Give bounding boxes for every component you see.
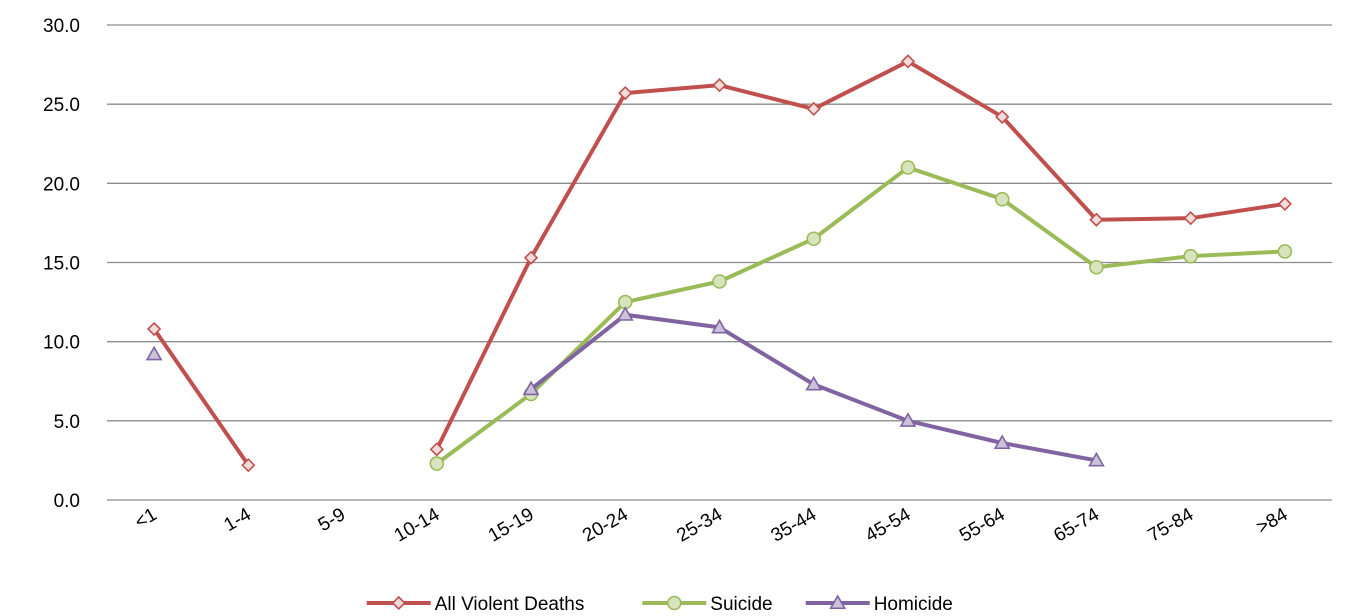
- data-point-all-violent-deaths: [1089, 212, 1104, 227]
- legend-item-all-violent-deaths: All Violent Deaths: [366, 594, 585, 615]
- series-homicide: [145, 306, 1105, 467]
- data-point-all-violent-deaths: [1183, 211, 1198, 226]
- x-tick-label: 15-19: [485, 504, 538, 546]
- x-tick-label: 1-4: [221, 504, 256, 536]
- y-tick-label: 15.0: [43, 254, 80, 275]
- series-line-all-violent-deaths: [434, 59, 1287, 452]
- x-tick-label: 45-54: [862, 504, 915, 547]
- series-line-all-violent-deaths: [152, 327, 251, 468]
- data-point-homicide: [1088, 451, 1105, 467]
- legend-marker: [666, 595, 682, 611]
- legend-item-suicide: Suicide: [642, 594, 773, 615]
- data-point-homicide: [993, 434, 1011, 450]
- data-point-suicide: [712, 274, 727, 289]
- data-point-all-violent-deaths: [712, 78, 727, 93]
- legend-marker: [391, 595, 406, 611]
- data-point-suicide: [1089, 259, 1104, 275]
- x-tick-label: 10-14: [391, 504, 444, 547]
- data-point-suicide: [806, 231, 822, 247]
- data-point-suicide: [1183, 248, 1198, 264]
- legend-label: Suicide: [710, 594, 772, 615]
- y-tick-label: 10.0: [43, 333, 80, 354]
- x-tick-label: 5-9: [315, 504, 349, 536]
- data-point-all-violent-deaths: [429, 442, 444, 457]
- x-tick-label: 20-24: [579, 504, 632, 547]
- data-point-suicide: [1277, 244, 1293, 259]
- data-point-homicide: [616, 306, 634, 321]
- y-tick-label: 30.0: [43, 16, 80, 37]
- data-point-all-violent-deaths: [241, 458, 256, 473]
- data-point-all-violent-deaths: [618, 85, 633, 101]
- x-tick-label: >84: [1253, 504, 1292, 539]
- series-all-violent-deaths: [146, 54, 1293, 473]
- legend-marker: [829, 594, 847, 610]
- y-axis-tick-labels: 0.0 5.0 10.0 15.0 20.0 25.0 30.0: [43, 16, 80, 512]
- data-point-homicide: [711, 318, 728, 334]
- data-point-suicide: [900, 160, 916, 175]
- x-tick-label: 65-74: [1050, 504, 1103, 547]
- legend-item-homicide: Homicide: [805, 594, 953, 615]
- data-point-homicide: [522, 380, 540, 396]
- gridlines: [107, 24, 1332, 501]
- x-tick-label: 35-44: [768, 504, 821, 547]
- y-tick-label: 25.0: [43, 95, 80, 116]
- data-point-all-violent-deaths: [1277, 196, 1293, 212]
- x-tick-label: <1: [131, 504, 160, 533]
- data-point-homicide: [899, 412, 917, 427]
- legend-label: All Violent Deaths: [435, 594, 585, 615]
- y-tick-label: 0.0: [54, 491, 80, 512]
- data-point-all-violent-deaths: [523, 250, 539, 265]
- data-point-all-violent-deaths: [995, 109, 1010, 124]
- x-tick-label: 75-84: [1145, 504, 1198, 547]
- data-point-all-violent-deaths: [806, 101, 821, 117]
- x-tick-label: 25-34: [673, 504, 726, 547]
- data-point-all-violent-deaths: [146, 321, 162, 337]
- legend: All Violent Deaths Suicide Homicide: [366, 594, 953, 615]
- legend-label: Homicide: [874, 594, 953, 615]
- x-axis-tick-labels: <1 1-4 5-9 10-14 15-19 20-24 25-34 35-44 45-54 55…: [131, 504, 1291, 547]
- series-lines: [145, 54, 1293, 473]
- data-point-homicide: [145, 345, 163, 361]
- data-point-all-violent-deaths: [900, 54, 916, 69]
- series-line-suicide: [434, 165, 1287, 466]
- data-point-suicide: [994, 191, 1010, 207]
- data-point-suicide: [429, 456, 445, 471]
- data-point-homicide: [805, 375, 823, 391]
- y-tick-label: 20.0: [43, 174, 80, 195]
- x-tick-label: 55-64: [956, 504, 1009, 547]
- y-tick-label: 5.0: [54, 412, 80, 433]
